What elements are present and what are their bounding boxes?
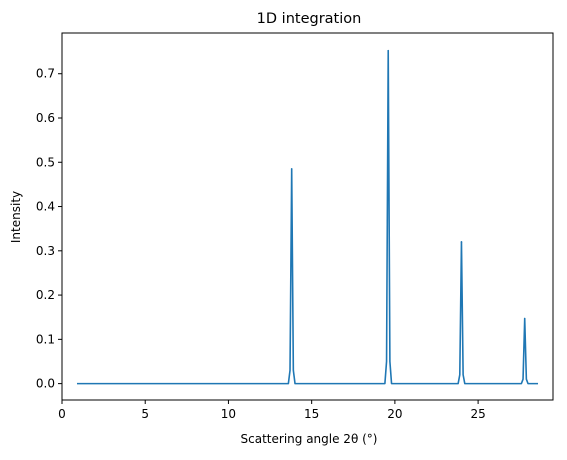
peak-point-3: [460, 241, 463, 243]
x-tick-label: 0: [58, 407, 66, 421]
y-tick-label: 0.0: [36, 377, 55, 391]
x-tick-label: 25: [470, 407, 485, 421]
peak-layer: [290, 49, 526, 320]
y-tick-label: 0.4: [36, 200, 55, 214]
x-tick-label: 5: [141, 407, 149, 421]
chart-title: 1D integration: [257, 11, 362, 27]
axes-frame: [61, 32, 554, 401]
x-tick-label: 10: [221, 407, 236, 421]
y-tick-label: 0.7: [36, 67, 55, 81]
y-tick-label: 0.1: [36, 332, 55, 346]
series-layer: [76, 49, 539, 385]
y-tick-label: 0.5: [36, 155, 55, 169]
y-tick-label: 0.6: [36, 111, 55, 125]
peak-point-4: [523, 317, 526, 320]
x-axis-label: Scattering angle 2θ (°): [241, 432, 378, 446]
y-tick-label: 0.2: [36, 288, 55, 302]
peak-point-1: [290, 168, 293, 170]
y-axis-ticks: 0.0 0.1 0.2 0.3 0.4 0.5 0.6 0.7: [36, 67, 62, 391]
axes-background: [62, 33, 553, 400]
series-line-0: [76, 49, 539, 385]
y-axis-label: Intensity: [9, 191, 23, 243]
peak-point-2: [387, 49, 390, 52]
plot-area: 0 5 10 15 20 25 0.0 0.1 0.2 0.3 0.4 0.5 0.6 0.7: [36, 32, 554, 421]
x-tick-label: 20: [387, 407, 402, 421]
x-tick-label: 15: [304, 407, 319, 421]
x-axis-ticks: 0 5 10 15 20 25: [58, 400, 486, 421]
y-tick-label: 0.3: [36, 244, 55, 258]
